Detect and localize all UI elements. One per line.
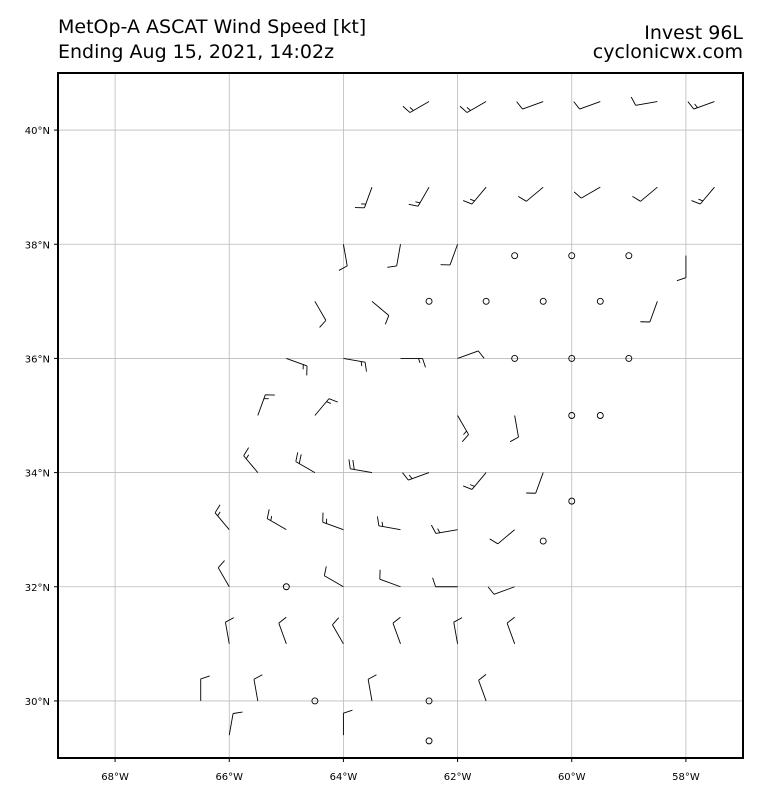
calm-circle <box>568 412 576 419</box>
calm-circle <box>625 354 633 362</box>
wind-barb <box>278 616 287 644</box>
x-tick-label: 64°W <box>330 772 358 783</box>
wind-barb <box>343 357 367 372</box>
wind-barb <box>266 509 287 531</box>
wind-barb <box>691 186 715 205</box>
x-tick-label: 68°W <box>101 772 129 783</box>
storm-name: Invest 96L <box>644 22 743 44</box>
x-tick-label: 58°W <box>672 772 700 783</box>
x-tick-label: 60°W <box>558 772 586 783</box>
wind-barb <box>376 516 401 531</box>
wind-barb <box>402 101 430 113</box>
wind-barb <box>526 472 544 494</box>
wind-barb <box>478 673 487 702</box>
plot-frame <box>57 72 744 759</box>
wind-barb <box>338 244 348 271</box>
wind-barb <box>354 187 373 209</box>
calm-circle <box>568 252 576 260</box>
wind-barb <box>408 186 430 207</box>
calm-circle <box>511 354 519 362</box>
wind-barb <box>379 569 401 588</box>
wind-barb <box>342 709 353 736</box>
wind-barb <box>632 186 658 202</box>
wind-barb <box>453 617 463 644</box>
wind-barb <box>457 350 485 359</box>
y-tick-label: 32°N <box>25 583 50 594</box>
calm-circle <box>568 497 576 505</box>
wind-barb <box>487 586 515 595</box>
x-tick-label: 62°W <box>444 772 472 783</box>
wind-barb <box>243 447 259 473</box>
wind-barb <box>323 566 344 588</box>
y-tick-label: 34°N <box>25 469 50 480</box>
calm-circle <box>596 297 604 305</box>
wind-barb <box>392 616 401 644</box>
x-tick-label: 66°W <box>215 772 243 783</box>
calm-circle <box>568 354 576 362</box>
wind-barb <box>640 301 658 323</box>
wind-barb <box>459 101 487 113</box>
wind-barb <box>253 674 263 701</box>
wind-barb <box>314 398 339 416</box>
wind-barb <box>367 674 377 701</box>
wind-barb <box>214 504 230 530</box>
calm-circle <box>596 412 604 419</box>
wind-barb <box>509 415 519 443</box>
wind-barb <box>431 524 458 534</box>
chart-subtitle: Ending Aug 15, 2021, 14:02z <box>58 41 334 63</box>
wind-barb <box>573 186 601 199</box>
calm-circle <box>511 252 519 260</box>
wind-barb <box>217 560 230 587</box>
wind-barb <box>440 244 459 266</box>
chart-title: MetOp-A ASCAT Wind Speed [kt] <box>58 16 366 38</box>
wind-barb <box>457 415 469 442</box>
calm-circle <box>539 297 547 305</box>
calm-circle <box>625 252 633 260</box>
wind-barb <box>228 711 243 736</box>
wind-barb <box>371 300 390 325</box>
wind-barb <box>314 301 327 328</box>
wind-barb <box>489 529 515 545</box>
y-tick-label: 30°N <box>25 697 50 708</box>
calm-circle <box>425 697 433 705</box>
wind-barb <box>348 459 373 474</box>
wind-barb <box>402 472 430 481</box>
wind-barb <box>516 101 544 110</box>
calm-circle <box>282 583 290 591</box>
wind-barb <box>506 616 516 644</box>
calm-circle <box>539 537 547 545</box>
calm-circle <box>482 297 490 305</box>
wind-barb <box>400 357 426 368</box>
wind-barb <box>687 101 715 110</box>
wind-barb <box>322 512 344 531</box>
calm-circle <box>311 697 319 705</box>
wind-barb <box>462 472 487 490</box>
wind-barb <box>200 675 210 701</box>
wind-barb <box>224 617 234 644</box>
calm-circle <box>425 737 433 745</box>
y-tick-label: 36°N <box>25 354 50 365</box>
wind-barb <box>286 357 308 376</box>
wind-barb <box>332 617 344 645</box>
calm-circle <box>425 297 433 305</box>
wind-barb <box>295 452 316 473</box>
wind-barb <box>630 96 658 106</box>
y-tick-label: 38°N <box>25 240 50 251</box>
source: cyclonicwx.com <box>593 41 743 63</box>
wind-barb <box>257 394 275 416</box>
wind-barb <box>518 186 544 202</box>
wind-barb <box>462 186 487 205</box>
y-tick-label: 40°N <box>25 126 50 137</box>
wind-barb <box>676 255 687 282</box>
wind-barb <box>432 577 458 588</box>
wind-barb <box>387 244 401 268</box>
wind-barb <box>573 101 601 110</box>
